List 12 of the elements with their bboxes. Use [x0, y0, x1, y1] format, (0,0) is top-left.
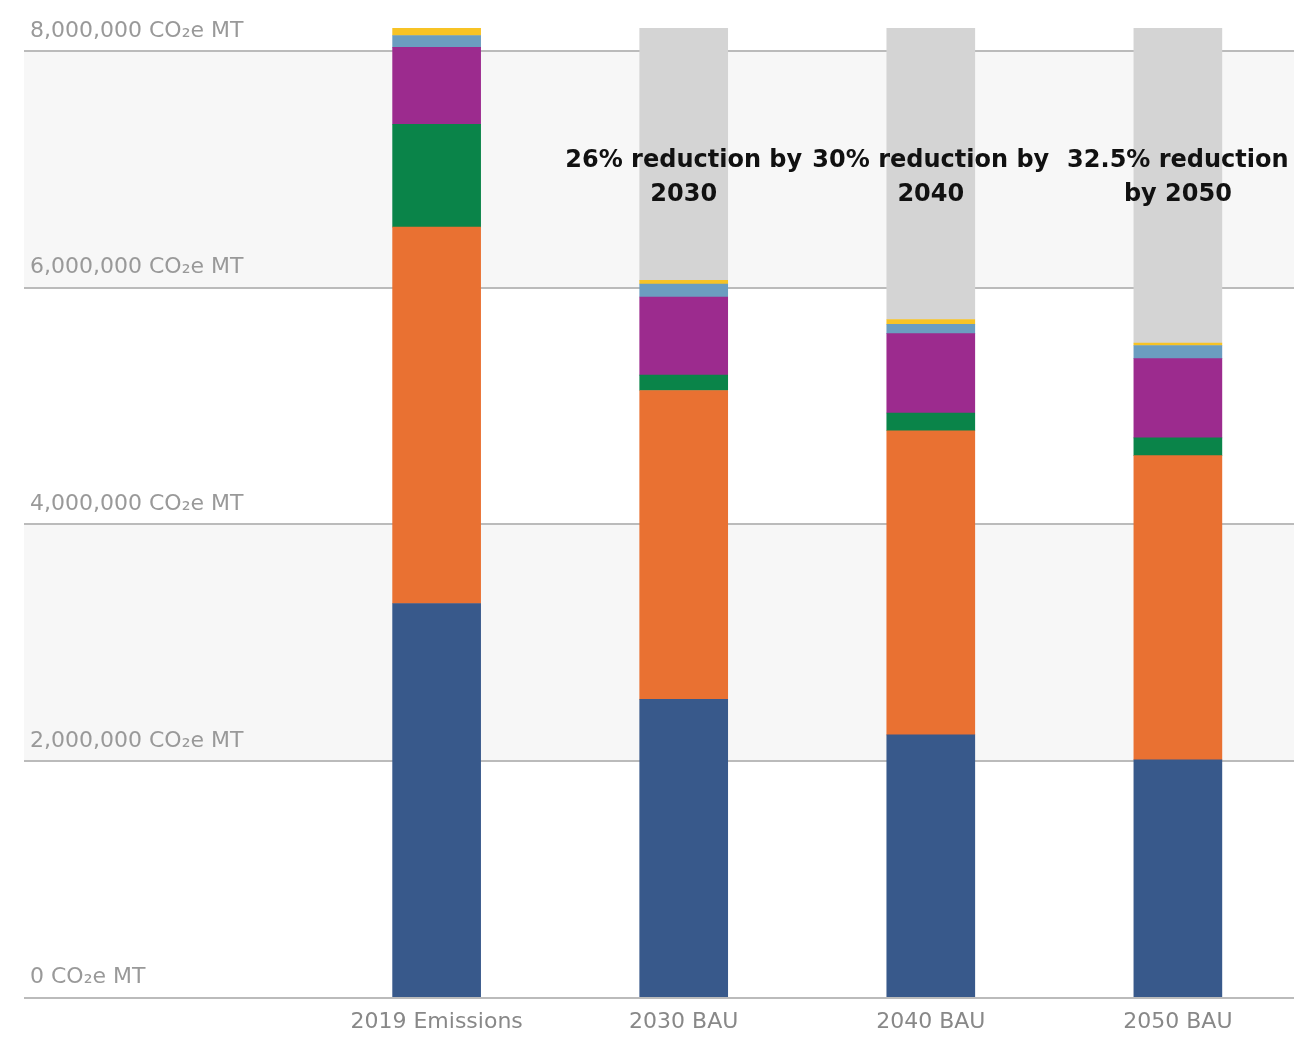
- x-tick-label: 2050 BAU: [1123, 1007, 1233, 1033]
- y-tick-label: 0 CO₂e MT: [30, 963, 146, 989]
- annotation: 32.5% reduction by 2050: [1067, 144, 1289, 207]
- x-tick-label: 2030 BAU: [629, 1007, 739, 1033]
- y-tick-label: 8,000,000 CO₂e MT: [30, 16, 244, 42]
- x-tick-label: 2019 Emissions: [350, 1007, 523, 1033]
- y-tick-label: 2,000,000 CO₂e MT: [30, 726, 244, 752]
- annotation: 30% reduction by 2040: [812, 144, 1050, 207]
- annotation: 26% reduction by 2030: [565, 144, 803, 207]
- x-tick-label: 2040 BAU: [876, 1007, 986, 1033]
- y-tick-label: 4,000,000 CO₂e MT: [30, 489, 244, 515]
- y-tick-label: 6,000,000 CO₂e MT: [30, 253, 244, 279]
